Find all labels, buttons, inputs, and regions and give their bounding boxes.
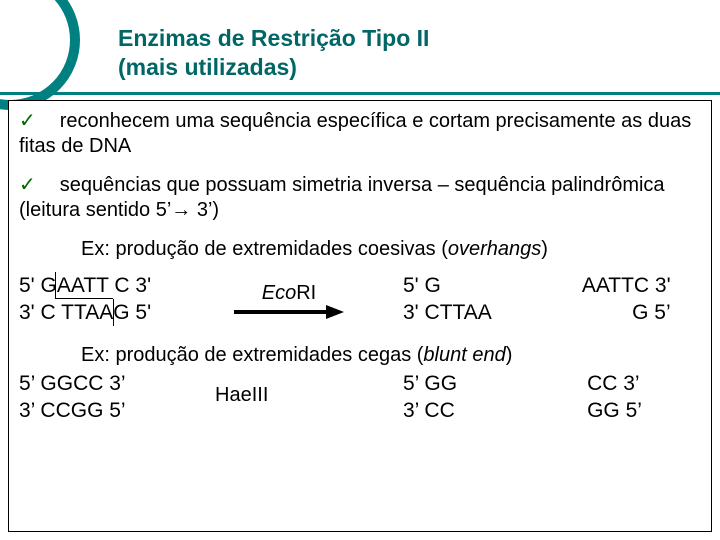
check-icon: ✓ bbox=[19, 109, 36, 134]
ex1-italic: overhangs bbox=[448, 238, 541, 260]
ex2-enzyme-label: HaeIII bbox=[215, 384, 268, 407]
bullet-1-text: reconhecem uma sequência específica e co… bbox=[19, 110, 691, 157]
ex2-left-sequence: 5’ GGCC 3’ 3’ CCGG 5’ bbox=[19, 370, 209, 425]
slide-title: Enzimas de Restrição Tipo II (mais utili… bbox=[118, 24, 429, 82]
ex2-italic: blunt end bbox=[423, 344, 505, 366]
ex1-left-line2: 3' C TTAAG 5' bbox=[19, 299, 209, 326]
ex2-enzyme-name: Hae bbox=[215, 384, 252, 406]
bullet-2: ✓sequências que possuam simetria inversa… bbox=[19, 173, 701, 223]
arrow-icon bbox=[234, 307, 344, 317]
cut-line-icon bbox=[113, 299, 114, 326]
example-2-row: 5’ GGCC 3’ 3’ CCGG 5’ HaeIII 5’ GG CC 3’… bbox=[19, 370, 701, 425]
ex1-prefix: Ex: produção de extremidades coesivas ( bbox=[81, 238, 448, 260]
ex1-left-sequence: 5' GAATT C 3' 3' C TTAAG 5' bbox=[19, 272, 209, 327]
check-icon: ✓ bbox=[19, 173, 36, 198]
ex1-suffix: ) bbox=[541, 238, 548, 260]
cut-line-icon bbox=[55, 272, 113, 299]
ex2-left-line2: 3’ CCGG 5’ bbox=[19, 397, 209, 424]
ex1-right-sequence: 5' G AATTC 3' 3' CTTAA G 5’ bbox=[369, 272, 701, 327]
ex2-prefix: Ex: produção de extremidades cegas ( bbox=[81, 344, 423, 366]
ex1-r1b: AATTC 3' bbox=[582, 272, 671, 299]
ex1-left-line1: 5' GAATT C 3' bbox=[19, 272, 209, 299]
bullet-1: ✓reconhecem uma sequência específica e c… bbox=[19, 109, 701, 159]
ex2-r2b: GG 5’ bbox=[587, 397, 642, 424]
ex2-r1a: 5’ GG bbox=[403, 370, 457, 397]
ex2-r1b: CC 3’ bbox=[587, 370, 642, 397]
ex1-enzyme-label: EcoRI bbox=[262, 282, 316, 305]
ex1-enzyme-name: Eco bbox=[262, 282, 296, 304]
ex1-enzyme: EcoRI bbox=[209, 282, 369, 317]
example-1-caption: Ex: produção de extremidades coesivas (o… bbox=[81, 237, 701, 262]
bullet-2-text: sequências que possuam simetria inversa … bbox=[19, 174, 665, 221]
ex2-suffix: ) bbox=[506, 344, 513, 366]
example-2-caption: Ex: produção de extremidades cegas (blun… bbox=[81, 343, 701, 368]
ex1-enzyme-suffix: RI bbox=[296, 282, 316, 304]
ex2-left-line1: 5’ GGCC 3’ bbox=[19, 370, 209, 397]
ex2-enzyme-suffix: III bbox=[252, 384, 269, 406]
ex2-r2a: 3’ CC bbox=[403, 397, 457, 424]
example-1-row: 5' GAATT C 3' 3' C TTAAG 5' EcoRI 5' G A… bbox=[19, 272, 701, 327]
ex1-r2a: 3' CTTAA bbox=[403, 299, 492, 326]
ex2-right-sequence: 5’ GG CC 3’ 3’ CC GG 5’ bbox=[369, 370, 701, 425]
ex1-r2b: G 5’ bbox=[582, 299, 671, 326]
content-box: ✓reconhecem uma sequência específica e c… bbox=[8, 100, 712, 532]
title-line-2: (mais utilizadas) bbox=[118, 54, 297, 80]
ex2-enzyme: HaeIII bbox=[209, 384, 369, 409]
title-underline bbox=[0, 92, 720, 95]
ex1-r1a: 5' G bbox=[403, 272, 492, 299]
title-line-1: Enzimas de Restrição Tipo II bbox=[118, 25, 429, 51]
